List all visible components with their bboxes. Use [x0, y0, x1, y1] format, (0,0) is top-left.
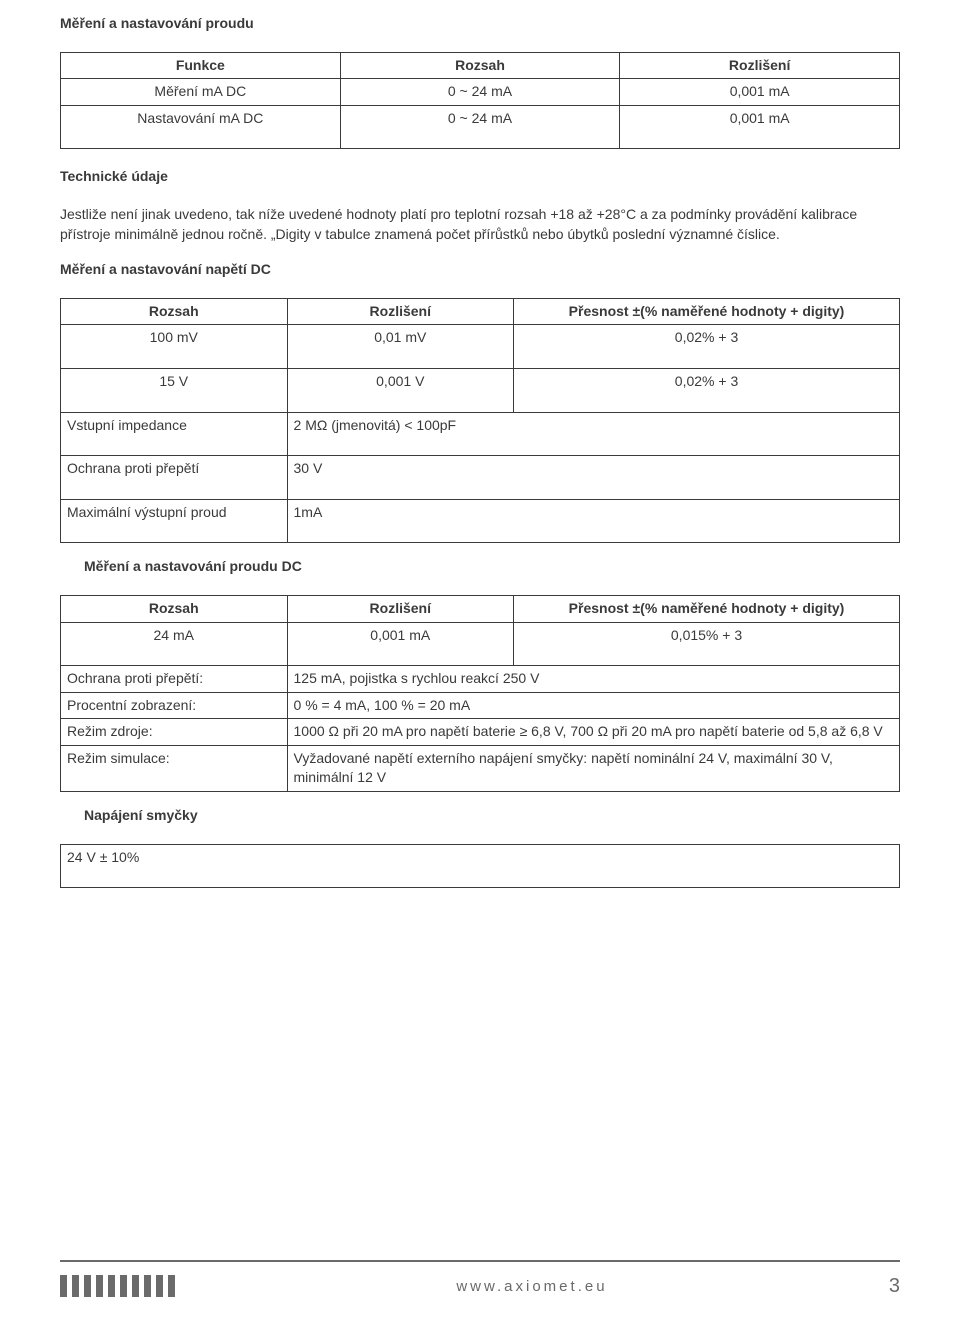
cell: 0,001 V: [287, 368, 514, 412]
footer-site: www.axiomet.eu: [456, 1276, 607, 1297]
table-row: 100 mV 0,01 mV 0,02% + 3: [61, 325, 900, 369]
table-row: Ochrana proti přepětí 30 V: [61, 456, 900, 500]
cell: Režim simulace:: [61, 745, 288, 791]
table-row: Ochrana proti přepětí: 125 mA, pojistka …: [61, 666, 900, 693]
cell: 0 % = 4 mA, 100 % = 20 mA: [287, 692, 899, 719]
cell: 0,001 mA: [287, 622, 514, 666]
cell: 0,015% + 3: [514, 622, 900, 666]
table-funkce: Funkce Rozsah Rozlišení Měření mA DC 0 ~…: [60, 52, 900, 150]
table-row: Maximální výstupní proud 1mA: [61, 499, 900, 543]
table-row: 24 mA 0,001 mA 0,015% + 3: [61, 622, 900, 666]
cell: 24 mA: [61, 622, 288, 666]
cell: 1mA: [287, 499, 899, 543]
table-row: 15 V 0,001 V 0,02% + 3: [61, 368, 900, 412]
cell: 100 mV: [61, 325, 288, 369]
cell: Procentní zobrazení:: [61, 692, 288, 719]
footer-divider: [60, 1260, 900, 1262]
table-row: 24 V ± 10%: [61, 844, 900, 888]
cell: Nastavování mA DC: [61, 105, 341, 149]
cell: Režim zdroje:: [61, 719, 288, 746]
table-proudu: Rozsah Rozlišení Přesnost ±(% naměřené h…: [60, 595, 900, 792]
col-header: Rozsah: [61, 595, 288, 622]
table-napeti: Rozsah Rozlišení Přesnost ±(% naměřené h…: [60, 298, 900, 544]
table-row: Měření mA DC 0 ~ 24 mA 0,001 mA: [61, 79, 900, 106]
cell: 2 MΩ (jmenovitá) < 100pF: [287, 412, 899, 456]
table-row: Režim zdroje: 1000 Ω při 20 mA pro napět…: [61, 719, 900, 746]
cell: 0,02% + 3: [514, 368, 900, 412]
cell: 1000 Ω při 20 mA pro napětí baterie ≥ 6,…: [287, 719, 899, 746]
col-header: Rozlišení: [287, 298, 514, 325]
section-title-tech: Technické údaje: [60, 167, 900, 187]
cell: 125 mA, pojistka s rychlou reakcí 250 V: [287, 666, 899, 693]
section-title-3: Měření a nastavování proudu DC: [60, 557, 900, 577]
page-number: 3: [889, 1272, 900, 1300]
table-row: Funkce Rozsah Rozlišení: [61, 52, 900, 79]
cell: 0,001 mA: [620, 79, 900, 106]
section-title-4: Napájení smyčky: [60, 806, 900, 826]
page-footer: www.axiomet.eu 3: [60, 1260, 900, 1300]
table-row: Vstupní impedance 2 MΩ (jmenovitá) < 100…: [61, 412, 900, 456]
cell: 0,02% + 3: [514, 325, 900, 369]
col-header: Rozlišení: [620, 52, 900, 79]
cell: 0,001 mA: [620, 105, 900, 149]
cell: 0,01 mV: [287, 325, 514, 369]
table-row: Rozsah Rozlišení Přesnost ±(% naměřené h…: [61, 595, 900, 622]
col-header: Přesnost ±(% naměřené hodnoty + digity): [514, 298, 900, 325]
cell: 0 ~ 24 mA: [340, 79, 620, 106]
cell: Vstupní impedance: [61, 412, 288, 456]
cell: 0 ~ 24 mA: [340, 105, 620, 149]
cell: Měření mA DC: [61, 79, 341, 106]
section-title-1: Měření a nastavování proudu: [60, 14, 900, 34]
table-napajeni: 24 V ± 10%: [60, 844, 900, 889]
table-row: Nastavování mA DC 0 ~ 24 mA 0,001 mA: [61, 105, 900, 149]
cell: 30 V: [287, 456, 899, 500]
col-header: Rozsah: [61, 298, 288, 325]
paragraph-tech: Jestliže není jinak uvedeno, tak níže uv…: [60, 205, 900, 244]
col-header: Přesnost ±(% naměřené hodnoty + digity): [514, 595, 900, 622]
col-header: Rozsah: [340, 52, 620, 79]
barcode-icon: [60, 1275, 175, 1297]
table-row: Rozsah Rozlišení Přesnost ±(% naměřené h…: [61, 298, 900, 325]
table-row: Režim simulace: Vyžadované napětí extern…: [61, 745, 900, 791]
col-header: Rozlišení: [287, 595, 514, 622]
cell: Maximální výstupní proud: [61, 499, 288, 543]
section-title-2: Měření a nastavování napětí DC: [60, 260, 900, 280]
footer-row: www.axiomet.eu 3: [60, 1272, 900, 1300]
cell: 15 V: [61, 368, 288, 412]
cell: Ochrana proti přepětí: [61, 456, 288, 500]
table-row: Procentní zobrazení: 0 % = 4 mA, 100 % =…: [61, 692, 900, 719]
page: Měření a nastavování proudu Funkce Rozsa…: [0, 0, 960, 1320]
col-header: Funkce: [61, 52, 341, 79]
cell: Ochrana proti přepětí:: [61, 666, 288, 693]
cell: 24 V ± 10%: [61, 844, 900, 888]
cell: Vyžadované napětí externího napájení smy…: [287, 745, 899, 791]
